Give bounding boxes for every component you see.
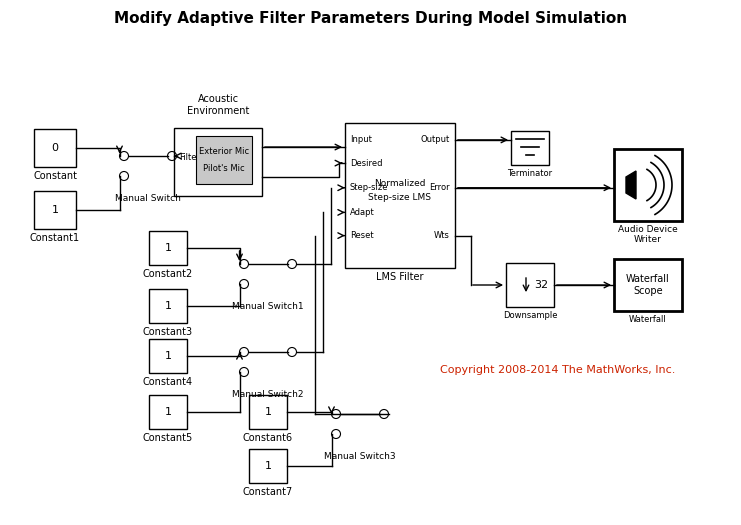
- FancyBboxPatch shape: [34, 191, 76, 229]
- FancyBboxPatch shape: [614, 149, 682, 221]
- Text: 1: 1: [165, 407, 171, 417]
- Text: Constant3: Constant3: [143, 327, 193, 337]
- FancyBboxPatch shape: [149, 289, 187, 323]
- Text: Constant: Constant: [33, 171, 77, 181]
- Text: Constant5: Constant5: [143, 433, 193, 443]
- Text: Error: Error: [429, 183, 450, 192]
- FancyBboxPatch shape: [34, 129, 76, 167]
- Text: Reset: Reset: [350, 231, 373, 240]
- FancyBboxPatch shape: [506, 263, 554, 307]
- Text: 0: 0: [52, 143, 59, 153]
- Text: 32: 32: [534, 280, 548, 290]
- Polygon shape: [626, 171, 636, 199]
- FancyBboxPatch shape: [149, 231, 187, 265]
- FancyBboxPatch shape: [149, 395, 187, 429]
- Text: Normalized: Normalized: [374, 179, 426, 188]
- Text: 1: 1: [265, 461, 271, 471]
- Text: Step-size LMS: Step-size LMS: [368, 193, 431, 203]
- Text: Modify Adaptive Filter Parameters During Model Simulation: Modify Adaptive Filter Parameters During…: [114, 10, 627, 26]
- Text: Desired: Desired: [350, 159, 382, 167]
- Text: Manual Switch2: Manual Switch2: [232, 390, 304, 399]
- Text: 1: 1: [165, 243, 171, 253]
- Text: Acoustic
Environment: Acoustic Environment: [187, 94, 249, 116]
- FancyBboxPatch shape: [196, 136, 252, 184]
- Text: Output: Output: [421, 135, 450, 144]
- Text: Waterfall: Waterfall: [629, 315, 667, 324]
- Text: Copyright 2008-2014 The MathWorks, Inc.: Copyright 2008-2014 The MathWorks, Inc.: [440, 365, 675, 375]
- Text: Audio Device
Writer: Audio Device Writer: [618, 225, 678, 245]
- Text: Filter: Filter: [179, 153, 200, 163]
- FancyBboxPatch shape: [174, 128, 262, 196]
- Text: LMS Filter: LMS Filter: [376, 271, 424, 281]
- Text: Input: Input: [350, 135, 372, 144]
- Text: Wts: Wts: [434, 231, 450, 240]
- Text: 1: 1: [165, 351, 171, 361]
- Text: Exterior Mic: Exterior Mic: [199, 148, 249, 156]
- Text: Manual Switch3: Manual Switch3: [325, 452, 396, 461]
- FancyBboxPatch shape: [614, 259, 682, 311]
- Text: Step-size: Step-size: [350, 183, 388, 192]
- Text: Pilot's Mic: Pilot's Mic: [203, 164, 245, 173]
- FancyBboxPatch shape: [149, 339, 187, 373]
- Text: Downsample: Downsample: [502, 311, 557, 320]
- Text: Adapt: Adapt: [350, 208, 375, 217]
- FancyBboxPatch shape: [249, 449, 287, 483]
- Text: 1: 1: [52, 205, 59, 215]
- Text: Waterfall
Scope: Waterfall Scope: [626, 274, 670, 296]
- Text: Constant7: Constant7: [243, 487, 293, 497]
- Text: 1: 1: [165, 301, 171, 311]
- Text: Constant6: Constant6: [243, 433, 293, 443]
- Text: Terminator: Terminator: [508, 169, 553, 178]
- FancyBboxPatch shape: [249, 395, 287, 429]
- Text: 1: 1: [265, 407, 271, 417]
- FancyBboxPatch shape: [345, 122, 455, 268]
- Text: Manual Switch: Manual Switch: [115, 194, 181, 203]
- Text: Constant4: Constant4: [143, 377, 193, 387]
- Text: Manual Switch1: Manual Switch1: [232, 302, 304, 311]
- Text: Constant1: Constant1: [30, 233, 80, 243]
- FancyBboxPatch shape: [511, 131, 549, 165]
- Text: Constant2: Constant2: [143, 269, 193, 279]
